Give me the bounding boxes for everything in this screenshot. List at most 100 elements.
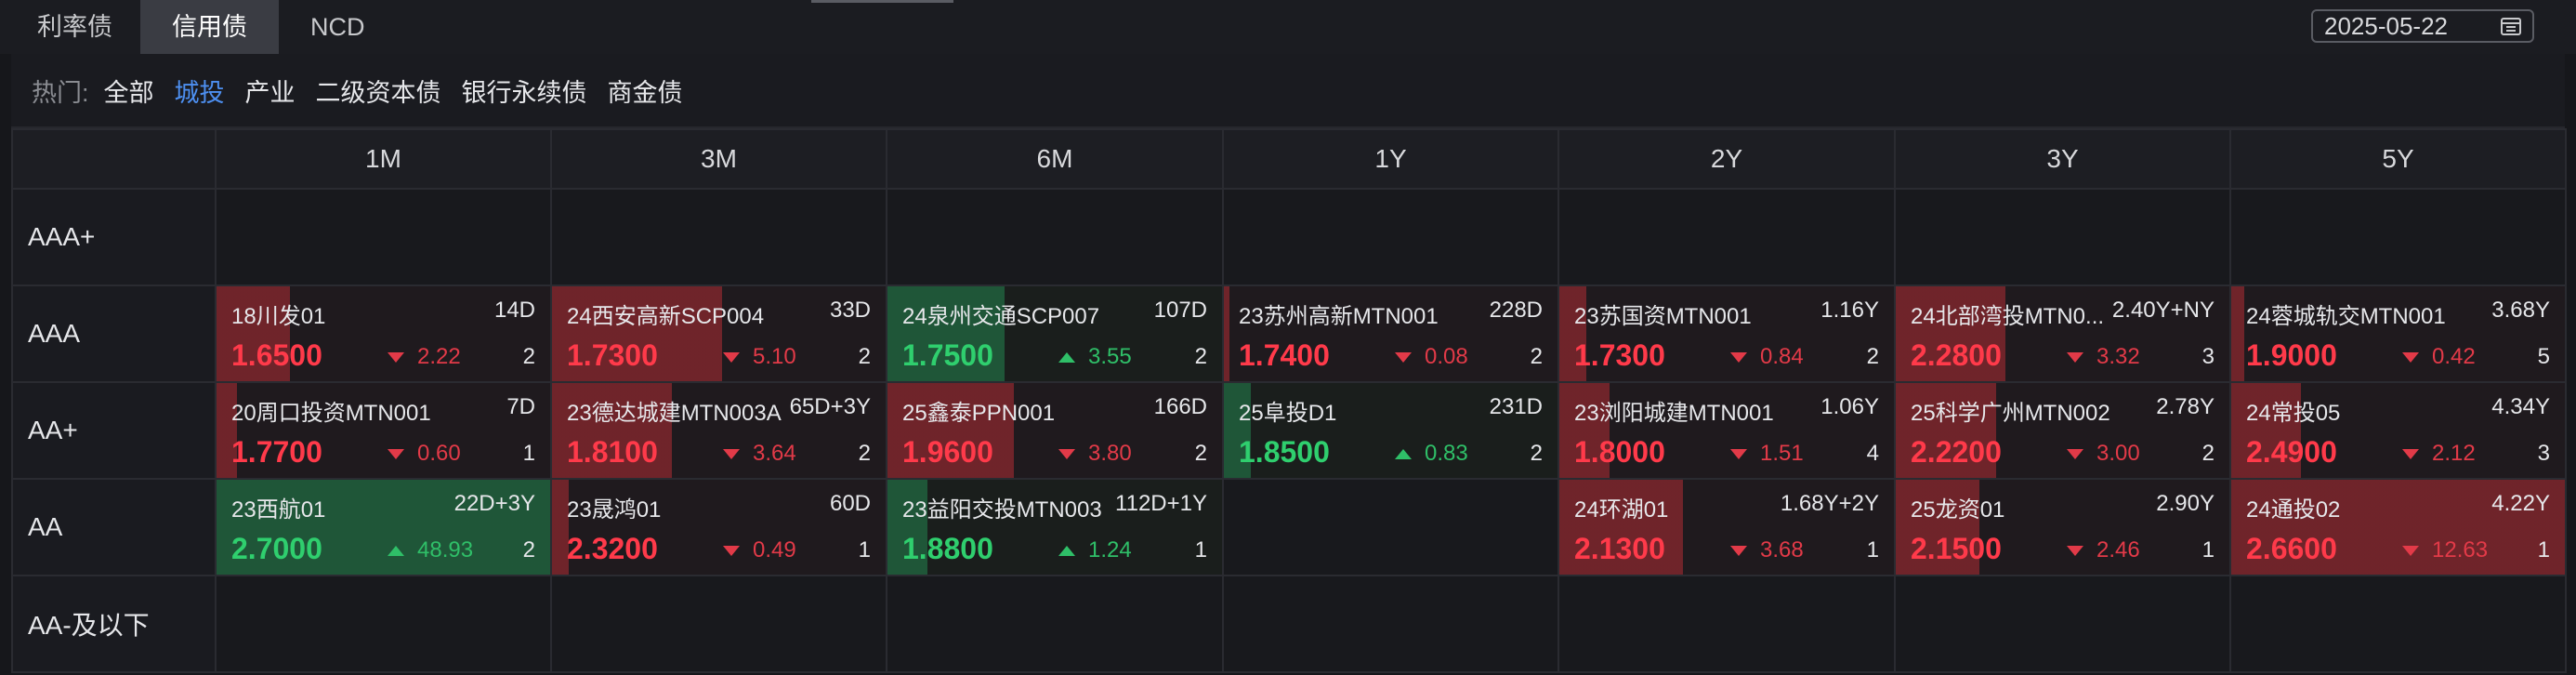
bond-quote[interactable]: 25科学广州MTN002 2.78Y 2.2200 3.00 2 (1896, 383, 2229, 478)
filter-commercial-financial[interactable]: 商金债 (607, 78, 683, 107)
tab-ncd[interactable]: NCD (310, 13, 365, 41)
bond-quote[interactable]: 24蓉城轨交MTN001 3.68Y 1.9000 0.42 5 (2231, 286, 2565, 381)
bond-rate: 1.9000 (2246, 338, 2337, 372)
tab-rate-bonds[interactable]: 利率债 (37, 13, 112, 41)
rating-row: AAA 18川发01 14D 1.6500 2.22 2 24西安高新SCP004 33D 1.… (11, 285, 2567, 383)
bond-name: 25阜投D1 (1239, 401, 1337, 426)
bond-change: 3.80 (1058, 441, 1132, 467)
bond-change: 0.08 (1395, 344, 1468, 370)
arrow-down-icon (388, 351, 404, 363)
bond-quote[interactable]: 24泉州交通SCP007 107D 1.7500 3.55 2 (887, 286, 1222, 381)
bond-change: 2.46 (2067, 537, 2140, 563)
bond-quote[interactable]: 23苏国资MTN001 1.16Y 1.7300 0.84 2 (1559, 286, 1894, 381)
filter-industry[interactable]: 产业 (244, 78, 296, 107)
bond-count: 3 (2537, 441, 2550, 466)
bond-quote[interactable]: 24通投02 4.22Y 2.6600 12.63 1 (2231, 480, 2565, 575)
bond-change-value: 0.49 (753, 537, 796, 562)
bond-quote[interactable]: 23晟鸿01 60D 2.3200 0.49 1 (552, 480, 886, 575)
filter-chengtou[interactable]: 城投 (174, 78, 225, 107)
bond-quote[interactable]: 24环湖01 1.68Y+2Y 2.1300 3.68 1 (1559, 480, 1894, 575)
bond-quote[interactable]: 24北部湾投MTN0... 2.40Y+NY 2.2800 3.32 3 (1896, 286, 2229, 381)
arrow-up-icon (1058, 545, 1075, 556)
bond-name: 18川发01 (231, 304, 326, 329)
matrix-cell[interactable]: 24北部湾投MTN0... 2.40Y+NY 2.2800 3.32 3 (1894, 285, 2231, 383)
matrix-cell[interactable]: 24常投05 4.34Y 2.4900 2.12 3 (2229, 381, 2567, 480)
matrix-cell (1222, 188, 1559, 286)
bond-term: 2.40Y+NY (2111, 298, 2215, 323)
bond-change-value: 3.32 (2096, 344, 2140, 369)
matrix-cell[interactable]: 23浏阳城建MTN001 1.06Y 1.8000 1.51 4 (1557, 381, 1896, 480)
bond-quote[interactable]: 23苏州高新MTN001 228D 1.7400 0.08 2 (1224, 286, 1557, 381)
arrow-down-icon (1730, 351, 1747, 363)
bond-quote[interactable]: 23浏阳城建MTN001 1.06Y 1.8000 1.51 4 (1559, 383, 1894, 478)
bond-quote[interactable]: 24西安高新SCP004 33D 1.7300 5.10 2 (552, 286, 886, 381)
bond-quote[interactable]: 23西航01 22D+3Y 2.7000 48.93 2 (217, 480, 550, 575)
arrow-down-icon (1730, 448, 1747, 459)
arrow-down-icon (2067, 351, 2083, 363)
bond-term: 228D (1489, 298, 1543, 323)
bond-quote[interactable]: 23德达城建MTN003A 65D+3Y 1.8100 3.64 2 (552, 383, 886, 478)
market-tabs: 利率债 信用债 NCD (0, 0, 397, 54)
bond-quote[interactable]: 25龙资01 2.90Y 2.1500 2.46 1 (1896, 480, 2229, 575)
matrix-cell[interactable]: 24泉州交通SCP007 107D 1.7500 3.55 2 (886, 285, 1224, 383)
bond-name: 23益阳交投MTN003 (902, 497, 1102, 523)
matrix-cell (1222, 478, 1559, 576)
bond-change-value: 3.80 (1088, 441, 1132, 466)
matrix-cell[interactable]: 24西安高新SCP004 33D 1.7300 5.10 2 (550, 285, 887, 383)
bond-name: 23晟鸿01 (567, 497, 662, 523)
bond-count: 2 (522, 344, 535, 369)
matrix-cell[interactable]: 23苏国资MTN001 1.16Y 1.7300 0.84 2 (1557, 285, 1896, 383)
bond-change: 0.49 (723, 537, 796, 563)
bond-change: 5.10 (723, 344, 796, 370)
bond-quote[interactable]: 25阜投D1 231D 1.8500 0.83 2 (1224, 383, 1557, 478)
bond-term: 60D (829, 491, 871, 516)
arrow-up-icon (388, 545, 404, 556)
matrix-cell[interactable]: 24蓉城轨交MTN001 3.68Y 1.9000 0.42 5 (2229, 285, 2567, 383)
matrix-cell[interactable]: 25龙资01 2.90Y 2.1500 2.46 1 (1894, 478, 2231, 576)
bond-change-value: 1.24 (1088, 537, 1132, 562)
bond-quote[interactable]: 24常投05 4.34Y 2.4900 2.12 3 (2231, 383, 2565, 478)
filter-bank-perpetual[interactable]: 银行永续债 (461, 78, 587, 107)
bond-count: 1 (858, 537, 871, 562)
matrix-cell[interactable]: 18川发01 14D 1.6500 2.22 2 (215, 285, 552, 383)
bond-change-value: 48.93 (417, 537, 474, 562)
matrix-cell[interactable]: 25科学广州MTN002 2.78Y 2.2200 3.00 2 (1894, 381, 2231, 480)
bond-change-value: 3.68 (1760, 537, 1804, 562)
bond-change-value: 0.83 (1425, 441, 1468, 466)
matrix-cell[interactable]: 25阜投D1 231D 1.8500 0.83 2 (1222, 381, 1559, 480)
bond-rate: 2.6600 (2246, 532, 2337, 565)
bond-quote[interactable]: 20周口投资MTN001 7D 1.7700 0.60 1 (217, 383, 550, 478)
bond-quote[interactable]: 18川发01 14D 1.6500 2.22 2 (217, 286, 550, 381)
filter-all[interactable]: 全部 (103, 78, 154, 107)
matrix-cell[interactable]: 23益阳交投MTN003 112D+1Y 1.8800 1.24 1 (886, 478, 1224, 576)
bond-term: 1.06Y (1820, 394, 1879, 419)
date-picker[interactable]: 2025-05-22 (2311, 9, 2534, 43)
bond-term: 3.68Y (2491, 298, 2550, 323)
bond-change-value: 0.84 (1760, 344, 1804, 369)
bond-quote[interactable]: 23益阳交投MTN003 112D+1Y 1.8800 1.24 1 (887, 480, 1222, 575)
matrix-cell[interactable]: 24通投02 4.22Y 2.6600 12.63 1 (2229, 478, 2567, 576)
bond-rate: 1.8800 (902, 532, 993, 565)
bond-change-value: 3.55 (1088, 344, 1132, 369)
matrix-cell[interactable]: 25鑫泰PPN001 166D 1.9600 3.80 2 (886, 381, 1224, 480)
bond-name: 20周口投资MTN001 (231, 401, 431, 426)
matrix-cell[interactable]: 23德达城建MTN003A 65D+3Y 1.8100 3.64 2 (550, 381, 887, 480)
matrix-cell[interactable]: 23西航01 22D+3Y 2.7000 48.93 2 (215, 478, 552, 576)
bond-rate: 1.7500 (902, 338, 993, 372)
matrix-cell[interactable]: 23苏州高新MTN001 228D 1.7400 0.08 2 (1222, 285, 1559, 383)
matrix-cell[interactable]: 20周口投资MTN001 7D 1.7700 0.60 1 (215, 381, 552, 480)
tab-credit-bonds[interactable]: 信用债 (140, 0, 279, 54)
bond-count: 1 (1194, 537, 1207, 562)
column-header-3m: 3M (550, 128, 887, 190)
matrix-cell[interactable]: 23晟鸿01 60D 2.3200 0.49 1 (550, 478, 887, 576)
bond-name: 24蓉城轨交MTN001 (2246, 304, 2446, 329)
bond-quote[interactable]: 25鑫泰PPN001 166D 1.9600 3.80 2 (887, 383, 1222, 478)
drag-handle[interactable] (811, 0, 953, 3)
bond-change: 0.84 (1730, 344, 1804, 370)
bond-change: 12.63 (2402, 537, 2488, 563)
matrix-cell[interactable]: 24环湖01 1.68Y+2Y 2.1300 3.68 1 (1557, 478, 1896, 576)
column-header-1m: 1M (215, 128, 552, 190)
bond-count: 1 (522, 441, 535, 466)
filter-tier2-capital[interactable]: 二级资本债 (315, 78, 441, 107)
arrow-down-icon (388, 448, 404, 459)
